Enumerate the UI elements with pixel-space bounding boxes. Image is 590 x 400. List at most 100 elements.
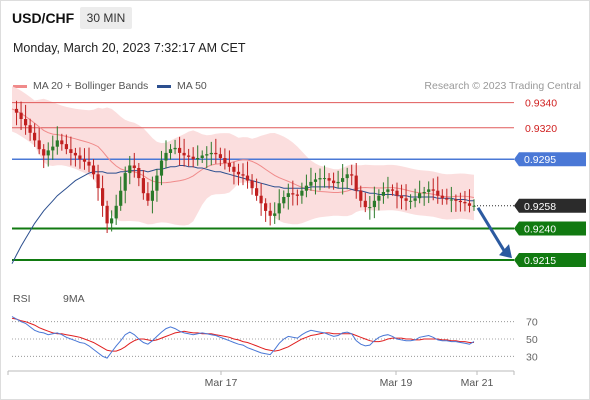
candle-body — [96, 174, 100, 189]
candle-body — [467, 203, 472, 206]
candle-body — [386, 189, 390, 192]
candle-body — [28, 125, 32, 133]
candle-body — [155, 175, 159, 191]
timestamp: Monday, March 20, 2023 7:32:17 AM CET — [13, 41, 246, 55]
candle-body — [291, 193, 295, 195]
candle-body — [227, 163, 231, 167]
candle-body — [381, 192, 385, 196]
forecast-arrow — [476, 207, 507, 253]
timeframe-button[interactable]: 30 MIN — [80, 7, 132, 29]
research-credit: Research © 2023 Trading Central — [424, 80, 581, 92]
candle-body — [24, 119, 28, 126]
candle-body — [69, 149, 73, 153]
candle-body — [449, 199, 453, 201]
candle-body — [132, 165, 136, 168]
legend-9ma: 9MA — [63, 293, 85, 305]
candle-body — [304, 185, 308, 191]
candle-body — [322, 178, 327, 180]
level-tag-0.9215 — [514, 252, 586, 267]
candle-body — [236, 171, 241, 175]
candle-body — [431, 189, 435, 191]
candle-body — [458, 200, 462, 203]
candle-body — [345, 174, 349, 179]
candle-body — [399, 195, 404, 199]
candle-body — [404, 198, 408, 201]
candle-body — [300, 190, 304, 196]
candle-body — [182, 152, 186, 156]
candle-body — [196, 158, 200, 160]
candle-body — [191, 156, 195, 160]
candle-body — [209, 152, 213, 155]
candle-body — [14, 108, 19, 113]
forecast-arrowhead — [499, 244, 512, 259]
candle-body — [218, 154, 222, 158]
candle-body — [91, 165, 96, 175]
legend-ma50: MA 50 — [157, 80, 207, 92]
candle-body — [359, 190, 363, 201]
candle-body — [78, 155, 82, 160]
candle-body — [42, 149, 46, 156]
rsi-line — [11, 316, 475, 359]
x-tick-label: Mar 19 — [380, 377, 413, 389]
candle-body — [55, 140, 59, 147]
level-label-0.9240: 0.9240 — [524, 223, 556, 235]
candle-body — [178, 147, 182, 153]
candle-body — [64, 144, 68, 150]
candle-body — [214, 152, 218, 155]
ma9-line — [11, 317, 474, 352]
level-label-0.9215: 0.9215 — [524, 255, 556, 267]
candle-body — [123, 173, 127, 191]
symbol-title: USD/CHF — [12, 10, 75, 26]
candle-body — [422, 192, 426, 194]
candle-body — [409, 200, 413, 202]
level-tag-0.9240 — [514, 221, 586, 236]
candle-body — [82, 159, 87, 162]
candle-body — [390, 189, 395, 191]
candle-body — [286, 193, 290, 197]
candle-body — [255, 188, 259, 196]
candle-body — [87, 161, 91, 166]
candle-body — [277, 203, 281, 214]
candle-body — [164, 152, 168, 161]
candle-body — [395, 190, 399, 196]
candle-body — [259, 195, 263, 204]
candle-body — [463, 202, 467, 204]
candle-body — [110, 218, 114, 224]
chart-header: USD/CHF 30 MIN — [0, 0, 590, 36]
candle-body — [250, 180, 254, 189]
candle-body — [60, 140, 64, 145]
candle-body — [119, 190, 123, 206]
candle-body — [341, 178, 345, 182]
candle-body — [141, 178, 145, 194]
x-tick-label: Mar 17 — [205, 377, 238, 389]
candle-body — [223, 158, 227, 163]
candle-body — [295, 194, 299, 196]
candle-body — [232, 166, 236, 172]
candle-body — [200, 155, 204, 158]
candle-body — [413, 198, 417, 201]
candle-body — [418, 193, 422, 199]
candle-body — [427, 189, 431, 192]
candle-body — [159, 160, 164, 176]
candle-body — [105, 205, 109, 224]
candle-body — [137, 168, 141, 179]
candle-body — [282, 197, 286, 204]
ma20-label: MA 20 + Bollinger Bands — [33, 80, 149, 92]
candle-body — [19, 112, 23, 119]
candle-body — [445, 198, 449, 200]
ma50-label: MA 50 — [177, 80, 207, 92]
level-label-0.9258: 0.9258 — [524, 201, 556, 213]
candle-body — [101, 188, 105, 206]
candle-body — [436, 190, 440, 196]
candle-body — [354, 175, 358, 191]
candle-body — [168, 149, 173, 153]
legend-ma20: MA 20 + Bollinger Bands — [13, 80, 148, 92]
candle-body — [318, 178, 322, 180]
candle-body — [46, 150, 50, 156]
rsi-label: RSI — [13, 293, 31, 305]
candle-body — [363, 200, 367, 208]
candle-body — [146, 193, 150, 201]
candle-body — [350, 174, 354, 176]
level-label-0.9320: 0.9320 — [525, 123, 557, 135]
